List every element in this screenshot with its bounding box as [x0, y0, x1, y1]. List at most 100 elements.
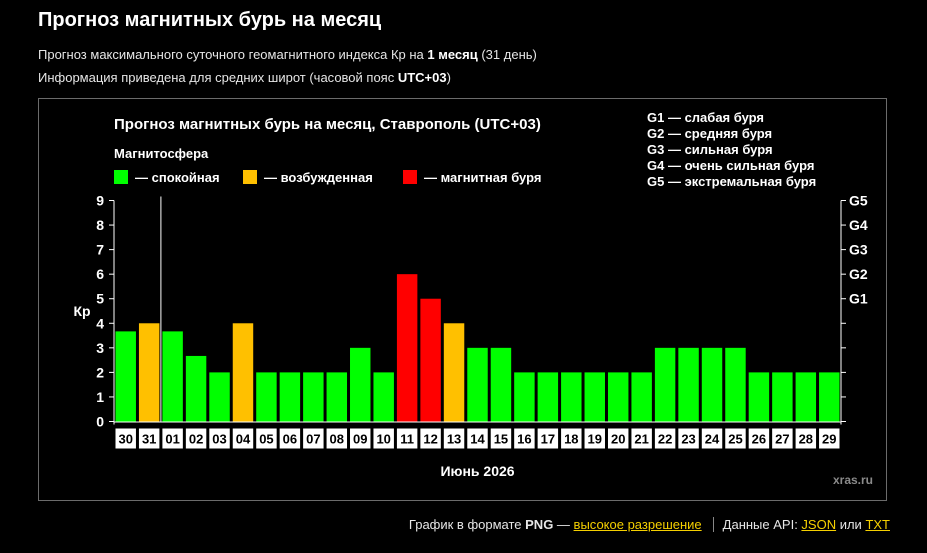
- day-label-box: [701, 428, 723, 449]
- day-label-box: [279, 428, 301, 449]
- day-label-box: [443, 428, 465, 449]
- chart-title: Прогноз магнитных бурь на месяц, Ставроп…: [114, 116, 541, 133]
- kp-bar-11: [396, 274, 418, 422]
- day-label-13: 13: [447, 432, 461, 447]
- y-tick-label: 6: [96, 266, 104, 282]
- kp-bar-09: [350, 347, 371, 422]
- day-label-box: [396, 428, 418, 449]
- kp-bar-02: [185, 355, 207, 422]
- day-label-06: 06: [283, 432, 297, 447]
- day-label-31: 31: [142, 432, 156, 447]
- kp-bar-22: [654, 347, 676, 422]
- day-label-09: 09: [353, 432, 367, 447]
- chart-frame: Прогноз магнитных бурь на месяц, Ставроп…: [38, 98, 887, 501]
- y-tick-label: 2: [96, 364, 104, 380]
- day-label-box: [138, 428, 160, 449]
- kp-bar-04: [232, 323, 254, 422]
- kp-bar-16: [514, 372, 535, 422]
- png-dash: —: [553, 517, 574, 532]
- day-label-box: [748, 428, 770, 449]
- y-axis-label: Кр: [73, 303, 90, 319]
- day-label-box: [467, 428, 488, 449]
- timezone-value: UTC+03: [397, 70, 447, 85]
- y-tick-label: 9: [96, 193, 104, 209]
- kp-bar-31: [138, 323, 160, 422]
- g-scale-label: G2: [849, 266, 868, 282]
- day-label-box: [795, 428, 817, 449]
- g-legend-item: G1 — слабая буря: [647, 110, 764, 125]
- day-label-box: [561, 428, 582, 449]
- day-label-box: [420, 428, 441, 449]
- day-label-15: 15: [494, 432, 508, 447]
- json-link[interactable]: JSON: [801, 517, 837, 532]
- day-label-19: 19: [588, 432, 602, 447]
- kp-bar-30: [115, 331, 136, 422]
- kp-bar-05: [256, 372, 277, 422]
- y-tick-label: 1: [96, 389, 104, 405]
- day-label-box: [584, 428, 605, 449]
- day-label-03: 03: [212, 432, 226, 447]
- day-label-07: 07: [306, 432, 320, 447]
- day-label-27: 27: [775, 432, 789, 447]
- page-title: Прогноз магнитных бурь на месяц: [38, 9, 382, 31]
- kp-bar-03: [209, 372, 230, 422]
- kp-bar-07: [303, 372, 324, 422]
- legend-label-calm: — спокойная: [135, 170, 220, 185]
- y-tick-label: 7: [96, 242, 104, 258]
- txt-link[interactable]: TXT: [865, 517, 890, 532]
- y-tick-label: 3: [96, 340, 104, 356]
- day-label-11: 11: [400, 432, 414, 447]
- g-legend-item: G4 — очень сильная буря: [647, 158, 814, 173]
- high-res-link[interactable]: высокое разрешение: [573, 517, 702, 532]
- day-label-01: 01: [165, 432, 179, 447]
- y-tick-label: 5: [96, 291, 104, 307]
- day-label-10: 10: [376, 432, 390, 447]
- day-label-box: [490, 428, 512, 449]
- kp-bar-15: [490, 347, 512, 422]
- y-tick-label: 8: [96, 217, 104, 233]
- day-label-20: 20: [611, 432, 625, 447]
- day-label-16: 16: [517, 432, 531, 447]
- g-scale-label: G3: [849, 242, 868, 258]
- day-label-26: 26: [752, 432, 766, 447]
- day-label-18: 18: [564, 432, 578, 447]
- day-label-box: [232, 428, 254, 449]
- kp-bar-28: [795, 372, 817, 422]
- or-text: или: [836, 517, 866, 532]
- day-label-02: 02: [189, 432, 203, 447]
- kp-bar-21: [631, 372, 652, 422]
- kp-bar-10: [373, 372, 394, 422]
- kp-bar-24: [701, 347, 723, 422]
- kp-bar-26: [748, 372, 770, 422]
- g-scale-label: G4: [849, 217, 868, 233]
- day-label-24: 24: [705, 432, 720, 447]
- kp-bar-27: [772, 372, 793, 422]
- kp-bar-23: [678, 347, 699, 422]
- day-label-box: [326, 428, 348, 449]
- legend-title: Магнитосфера: [114, 146, 209, 161]
- day-label-box: [162, 428, 183, 449]
- latitude-note-end: ): [446, 70, 451, 85]
- kp-bar-25: [725, 347, 746, 422]
- day-label-box: [350, 428, 371, 449]
- day-label-box: [654, 428, 676, 449]
- legend-label-storm: — магнитная буря: [424, 170, 541, 185]
- legend-label-excited: — возбужденная: [264, 170, 373, 185]
- footer: График в формате PNG — высокое разрешени…: [409, 517, 890, 532]
- day-label-box: [209, 428, 230, 449]
- g-scale-label: G1: [849, 291, 868, 307]
- day-label-box: [303, 428, 324, 449]
- api-label: Данные API:: [722, 517, 802, 532]
- legend-swatch-storm: [403, 170, 417, 184]
- kp-bar-29: [819, 372, 840, 422]
- day-label-22: 22: [658, 432, 672, 447]
- kp-bar-18: [561, 372, 582, 422]
- y-tick-label: 4: [96, 315, 104, 331]
- kp-bar-01: [162, 331, 183, 422]
- day-label-12: 12: [423, 432, 437, 447]
- g-legend-item: G2 — средняя буря: [647, 126, 772, 141]
- day-label-30: 30: [118, 432, 132, 447]
- day-label-box: [185, 428, 207, 449]
- footer-divider: [712, 517, 714, 532]
- g-legend-item: G5 — экстремальная буря: [647, 174, 816, 189]
